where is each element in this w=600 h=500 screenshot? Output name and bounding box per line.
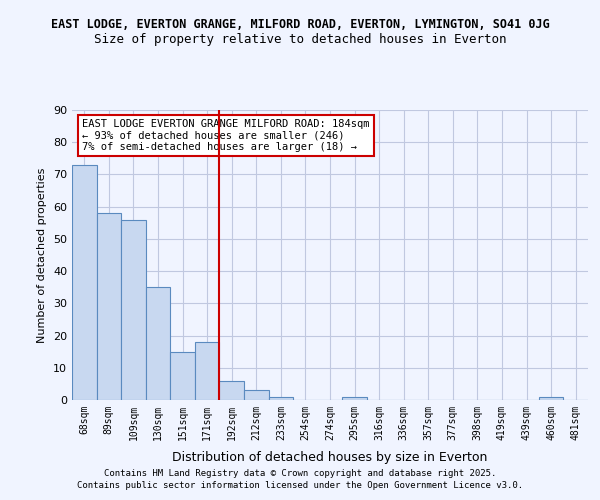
Bar: [220, 380, 244, 400]
Bar: [121, 220, 146, 400]
Text: Contains HM Land Registry data © Crown copyright and database right 2025.: Contains HM Land Registry data © Crown c…: [104, 468, 496, 477]
X-axis label: Distribution of detached houses by size in Everton: Distribution of detached houses by size …: [172, 451, 488, 464]
Text: EAST LODGE, EVERTON GRANGE, MILFORD ROAD, EVERTON, LYMINGTON, SO41 0JG: EAST LODGE, EVERTON GRANGE, MILFORD ROAD…: [50, 18, 550, 30]
Bar: [195, 342, 220, 400]
Bar: [269, 397, 293, 400]
Bar: [170, 352, 195, 400]
Bar: [244, 390, 269, 400]
Bar: [97, 213, 121, 400]
Text: Contains public sector information licensed under the Open Government Licence v3: Contains public sector information licen…: [77, 481, 523, 490]
Y-axis label: Number of detached properties: Number of detached properties: [37, 168, 47, 342]
Bar: [72, 165, 97, 400]
Bar: [342, 397, 367, 400]
Text: EAST LODGE EVERTON GRANGE MILFORD ROAD: 184sqm
← 93% of detached houses are smal: EAST LODGE EVERTON GRANGE MILFORD ROAD: …: [82, 118, 370, 152]
Bar: [539, 397, 563, 400]
Bar: [146, 287, 170, 400]
Text: Size of property relative to detached houses in Everton: Size of property relative to detached ho…: [94, 32, 506, 46]
